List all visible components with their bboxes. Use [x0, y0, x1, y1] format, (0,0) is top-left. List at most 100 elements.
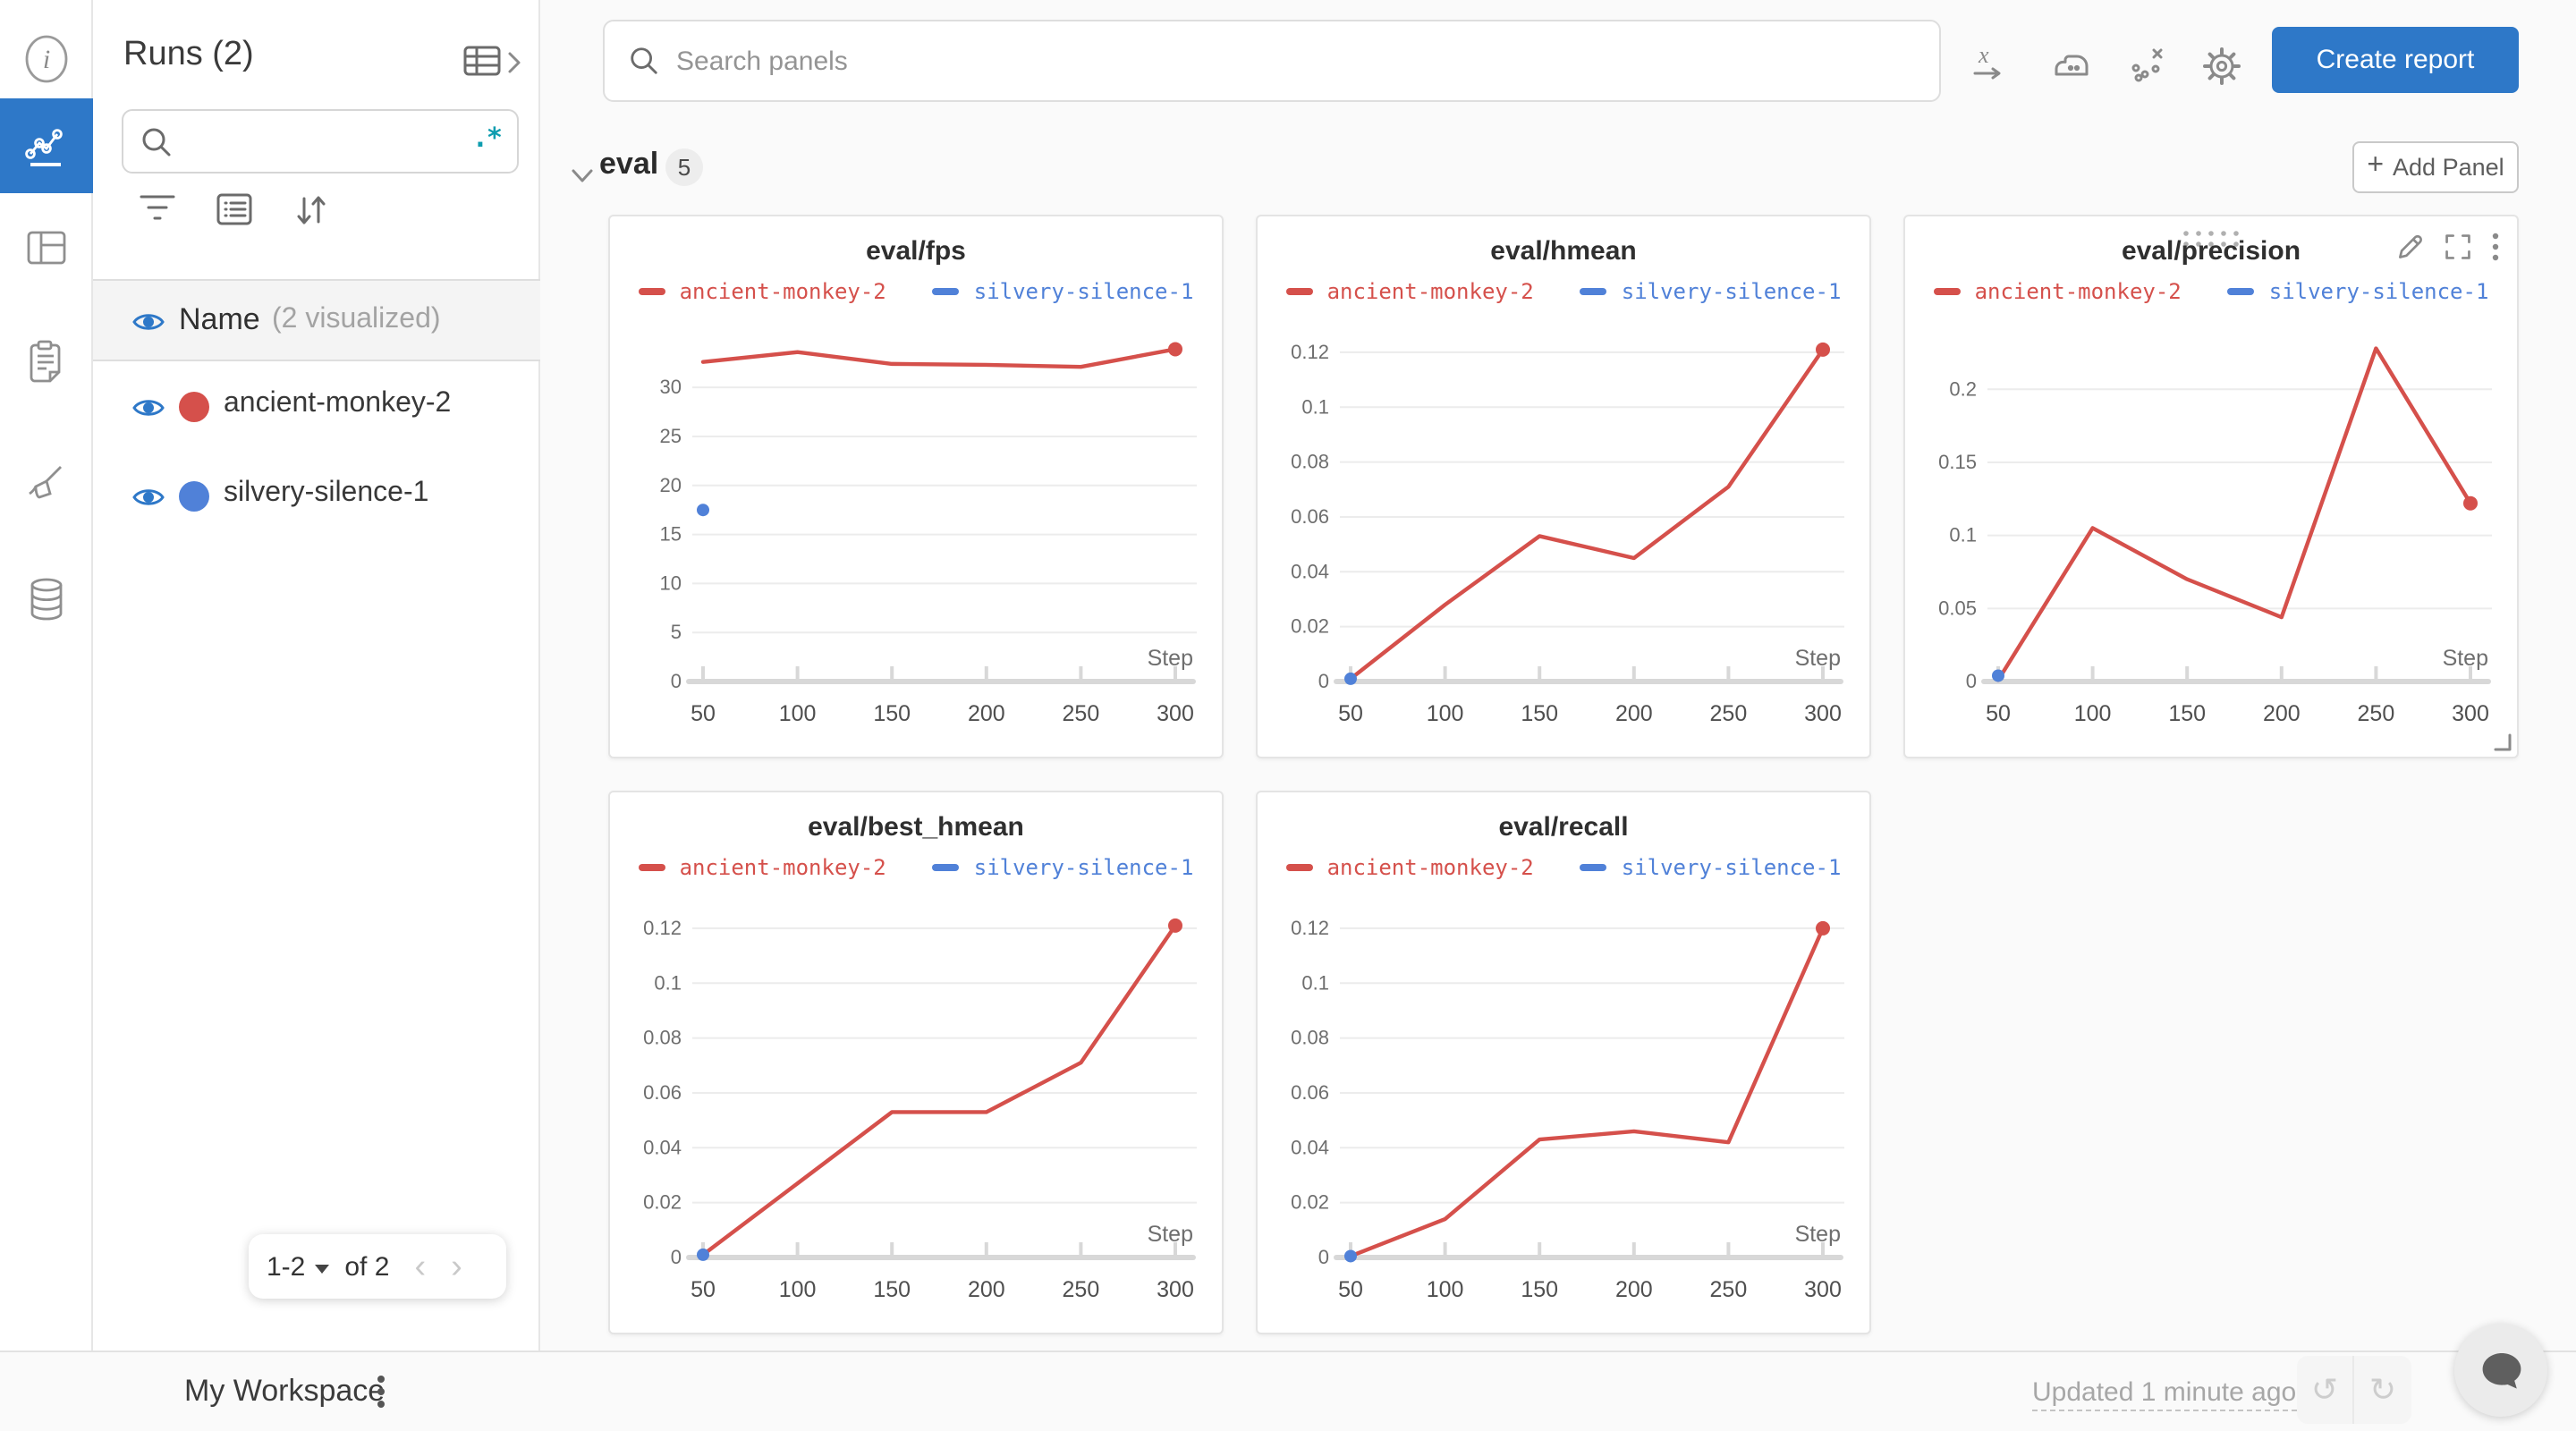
panel-resize-handle-icon[interactable] — [2494, 733, 2512, 751]
legend-item[interactable]: silvery-silence-1 — [1580, 279, 1841, 304]
panel-kebab-icon[interactable] — [2492, 233, 2499, 261]
svg-text:150: 150 — [1521, 1277, 1558, 1302]
svg-text:150: 150 — [873, 1277, 911, 1302]
workspace-menu-kebab-icon[interactable] — [376, 1372, 386, 1420]
panel-search-input[interactable] — [676, 21, 1911, 100]
chat-support-button[interactable] — [2454, 1324, 2547, 1417]
legend-run-name: ancient-monkey-2 — [1326, 279, 1534, 304]
panel-search-box — [603, 20, 1941, 102]
svg-text:200: 200 — [1615, 1277, 1653, 1302]
legend-color-dash — [1285, 864, 1313, 871]
runs-expand-chevron-icon[interactable] — [506, 50, 522, 84]
svg-text:x: x — [1978, 45, 1989, 68]
filter-icon[interactable] — [140, 193, 175, 231]
svg-text:200: 200 — [968, 701, 1005, 726]
outlier-scatter-icon[interactable] — [2129, 45, 2168, 93]
legend-item[interactable]: silvery-silence-1 — [932, 279, 1193, 304]
run-name-label: silvery-silence-1 — [224, 478, 429, 508]
eye-icon[interactable] — [132, 309, 165, 343]
svg-text:100: 100 — [779, 701, 817, 726]
chart-canvas[interactable]: 0 0.02 0.04 0.06 0.08 0.1 0.12 50 100 150 200 250 30… — [1268, 893, 1862, 1329]
chart-canvas[interactable]: 0 0.02 0.04 0.06 0.08 0.1 0.12 50 100 150 200 250 30… — [1268, 317, 1862, 753]
svg-text:0.1: 0.1 — [1301, 971, 1329, 994]
svg-text:200: 200 — [968, 1277, 1005, 1302]
smoothing-iron-icon[interactable] — [2052, 45, 2093, 93]
svg-text:50: 50 — [691, 1277, 716, 1302]
prev-page-icon[interactable]: ‹ — [414, 1248, 427, 1285]
nav-broom-icon[interactable] — [0, 447, 93, 519]
runs-search-box: .* — [122, 109, 519, 174]
chart-title: eval/recall — [1498, 812, 1629, 843]
legend-item[interactable]: ancient-monkey-2 — [638, 855, 886, 880]
chart-panel[interactable]: eval/fps ancient-monkey-2 silvery-silence… — [608, 215, 1224, 758]
add-panel-button[interactable]: + Add Panel — [2352, 141, 2519, 193]
legend-run-name: ancient-monkey-2 — [1974, 279, 2182, 304]
svg-text:150: 150 — [2168, 701, 2206, 726]
sort-icon[interactable] — [295, 193, 327, 236]
svg-text:0.2: 0.2 — [1949, 377, 1977, 400]
legend-run-name: ancient-monkey-2 — [679, 279, 886, 304]
chart-canvas[interactable]: 0 5 10 15 20 25 30 50 100 150 200 250 300 Step — [621, 317, 1215, 753]
legend-item[interactable]: ancient-monkey-2 — [1285, 279, 1534, 304]
svg-text:0: 0 — [671, 670, 682, 692]
runs-toolbar — [93, 193, 540, 243]
runs-list: ancient-monkey-2 silvery-silence-1 — [93, 361, 540, 540]
run-list-item[interactable]: silvery-silence-1 — [93, 451, 540, 540]
fullscreen-icon[interactable] — [2444, 233, 2472, 261]
chart-panel[interactable]: eval/best_hmean ancient-monkey-2 silvery-… — [608, 791, 1224, 1334]
svg-text:Step: Step — [1795, 1222, 1841, 1247]
run-visibility-eye-icon[interactable] — [132, 485, 165, 519]
chart-panel[interactable]: eval/precision ancient-monkey-2 silvery-s… — [1903, 215, 2519, 758]
panel-drag-handle-icon[interactable] — [1905, 229, 2517, 249]
page-size-dropdown-icon[interactable] — [314, 1264, 329, 1273]
svg-text:300: 300 — [1157, 1277, 1194, 1302]
legend-item[interactable]: silvery-silence-1 — [1580, 855, 1841, 880]
list-settings-icon[interactable] — [216, 193, 252, 234]
section-collapse-chevron-icon[interactable] — [571, 161, 594, 193]
run-list-item[interactable]: ancient-monkey-2 — [93, 361, 540, 451]
nav-table-icon[interactable] — [0, 213, 93, 284]
chart-panel[interactable]: eval/hmean ancient-monkey-2 silvery-silen… — [1256, 215, 1871, 758]
runs-table-view-icon[interactable] — [463, 45, 501, 86]
svg-text:100: 100 — [2074, 701, 2112, 726]
edit-pencil-icon[interactable] — [2395, 233, 2424, 261]
nav-workspace-line-chart-icon[interactable] — [0, 98, 93, 193]
nav-info-icon[interactable]: i — [0, 23, 93, 95]
create-report-button[interactable]: Create report — [2272, 27, 2519, 93]
svg-text:10: 10 — [660, 572, 682, 594]
svg-text:0.08: 0.08 — [1291, 1027, 1329, 1049]
chart-canvas[interactable]: 0 0.05 0.1 0.15 0.2 50 100 150 200 250 300 Step — [1916, 317, 2510, 753]
svg-text:200: 200 — [1615, 701, 1653, 726]
chart-legend: ancient-monkey-2 silvery-silence-1 — [610, 855, 1222, 880]
svg-text:0.06: 0.06 — [643, 1081, 682, 1104]
undo-redo-group: ↺ ↻ — [2297, 1356, 2411, 1424]
next-page-icon[interactable]: › — [451, 1248, 462, 1285]
svg-text:Step: Step — [1148, 646, 1193, 671]
settings-gear-icon[interactable] — [2200, 45, 2243, 97]
legend-item[interactable]: ancient-monkey-2 — [1285, 855, 1534, 880]
runs-column-header[interactable]: Name (2 visualized) — [93, 279, 540, 361]
nav-clipboard-icon[interactable] — [0, 326, 93, 397]
legend-run-name: ancient-monkey-2 — [1326, 855, 1534, 880]
chart-panel[interactable]: eval/recall ancient-monkey-2 silvery-sile… — [1256, 791, 1871, 1334]
page-range-label[interactable]: 1-2 — [267, 1251, 306, 1282]
chart-canvas[interactable]: 0 0.02 0.04 0.06 0.08 0.1 0.12 50 100 150 200 250 30… — [621, 893, 1215, 1329]
column-name-label: Name — [179, 302, 260, 336]
legend-item[interactable]: silvery-silence-1 — [932, 855, 1193, 880]
run-visibility-eye-icon[interactable] — [132, 395, 165, 429]
undo-icon[interactable]: ↺ — [2297, 1356, 2354, 1424]
legend-item[interactable]: silvery-silence-1 — [2227, 279, 2488, 304]
updated-timestamp[interactable]: Updated 1 minute ago — [2032, 1377, 2297, 1411]
svg-text:0.06: 0.06 — [1291, 505, 1329, 528]
svg-text:20: 20 — [660, 474, 682, 496]
legend-color-dash — [1933, 288, 1961, 295]
x-axis-settings-icon[interactable]: x — [1971, 42, 2007, 93]
chart-title: eval/hmean — [1490, 236, 1637, 267]
redo-icon[interactable]: ↻ — [2368, 1371, 2397, 1407]
visualized-count-label: (2 visualized) — [272, 304, 441, 334]
legend-item[interactable]: ancient-monkey-2 — [638, 279, 886, 304]
regex-toggle-icon[interactable]: .* — [471, 122, 503, 154]
nav-database-icon[interactable] — [0, 563, 93, 635]
legend-item[interactable]: ancient-monkey-2 — [1933, 279, 2182, 304]
runs-search-input[interactable] — [184, 111, 453, 172]
